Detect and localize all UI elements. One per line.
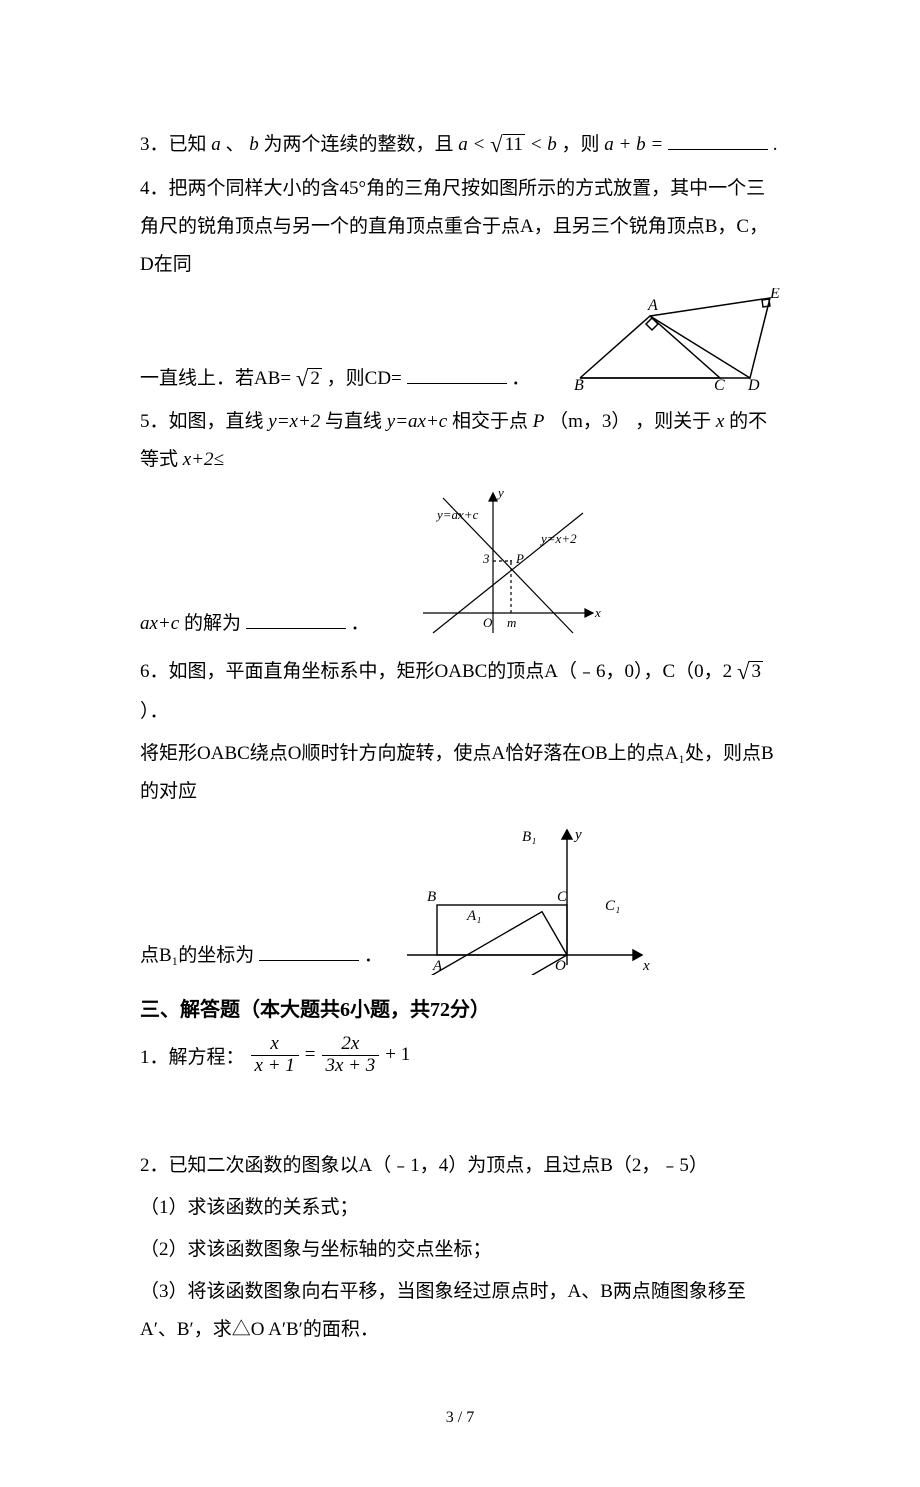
q5-bottom-row: ax+c 的解为 ． y x O m 3 P [140, 483, 780, 643]
p1-prefix: 1．解方程： [140, 1042, 245, 1069]
q4-blank [407, 365, 507, 384]
q3-mid1: 为两个连续的整数，且 [264, 134, 454, 155]
q3-ineq-left: a < [458, 134, 485, 155]
q5-y1: y=x+2 [268, 411, 320, 432]
q5-mid3: ，则关于 [635, 411, 711, 432]
question-5-line1: 5．如图，直线 y=x+2 与直线 y=ax+c 相交于点 P （m，3） ，则… [140, 403, 780, 479]
svg-text:O: O [555, 958, 566, 974]
problem-2-sub3: （3）将该函数图象向右平移，当图象经过原点时，A、B两点随图象移至A′、B′，求… [140, 1273, 780, 1349]
q5-suffix: ． [350, 613, 369, 634]
q6-bottom-row: 点B₁的坐标为 ． A B C O x y A₁ [140, 815, 780, 975]
svg-text:m: m [507, 615, 516, 630]
page-footer: 3 / 7 [140, 1409, 780, 1427]
svg-text:3: 3 [482, 551, 490, 566]
q5-axc: ax+c [140, 613, 179, 634]
svg-text:D: D [747, 377, 760, 390]
q5-pre: 5．如图，直线 [140, 411, 264, 432]
sqrt-11: √11 [490, 120, 525, 166]
svg-text:A: A [432, 958, 443, 974]
q6-post: ）． [140, 701, 169, 722]
exam-page: 3．已知 a 、 b 为两个连续的整数，且 a < √11 < b ，则 a +… [0, 0, 920, 1487]
q3-ineq-right: < b [530, 134, 557, 155]
svg-text:O: O [483, 615, 493, 630]
q3-mid2: ，则 [562, 134, 600, 155]
p1-frac1: x x + 1 [251, 1034, 299, 1077]
spacer [140, 1107, 780, 1147]
svg-text:y: y [496, 485, 504, 500]
svg-text:B: B [427, 889, 436, 905]
problem-2-sub2: （2）求该函数图象与坐标轴的交点坐标； [140, 1231, 780, 1269]
q6-l2: 将矩形OABC绕点O顺时针方向旋转，使点A恰好落在OB上的点A₁处，则点B的对应 [140, 743, 774, 802]
section-3-heading: 三、解答题（本大题共6小题，共72分） [140, 993, 780, 1022]
svg-text:C: C [557, 889, 568, 905]
problem-2-sub1: （1）求该函数的关系式； [140, 1189, 780, 1227]
q6-blank [259, 942, 359, 961]
svg-text:P: P [515, 551, 524, 566]
q5-ineq: x+2≤ [183, 449, 224, 470]
problem-1: 1．解方程： x x + 1 = 2x 3x + 3 + 1 [140, 1034, 780, 1077]
svg-text:C₁: C₁ [605, 898, 620, 914]
svg-text:y: y [573, 827, 582, 843]
p1-eq: = [305, 1044, 316, 1066]
q5-figure: y x O m 3 P y=ax+c y=x+2 [383, 483, 613, 643]
q5-blank [246, 610, 346, 629]
question-6-line1: 6．如图，平面直角坐标系中，矩形OABC的顶点A（﹣6，0），C（0，2 √3 … [140, 647, 780, 731]
q3-sep1: 、 [226, 134, 245, 155]
sqrt-2: √2 [296, 354, 322, 400]
svg-text:A: A [647, 297, 658, 314]
q3-suffix: . [773, 134, 778, 155]
question-3: 3．已知 a 、 b 为两个连续的整数，且 a < √11 < b ，则 a +… [140, 120, 780, 166]
q4-suffix: ． [511, 368, 530, 389]
q4-figure: A B C D E [570, 288, 780, 390]
svg-text:x: x [642, 958, 650, 974]
q4-line2-mid: ，则CD= [327, 368, 402, 389]
q3-blank [668, 131, 768, 150]
svg-text:E: E [769, 288, 780, 302]
q3-var-b: b [249, 134, 259, 155]
q3-prefix: 3．已知 [140, 134, 207, 155]
q5-mid2: 相交于点 [452, 411, 528, 432]
q4-line2-pre: 一直线上．若AB= [140, 368, 291, 389]
svg-text:B: B [574, 377, 584, 390]
p1-plus1: + 1 [385, 1044, 410, 1066]
p1-frac2: 2x 3x + 3 [322, 1034, 380, 1077]
svg-text:x: x [594, 605, 601, 620]
q6-line3-text: 点B₁的坐标为 ． [140, 937, 383, 975]
q5-x: x [716, 411, 724, 432]
svg-text:y=x+2: y=x+2 [539, 531, 577, 546]
q5-mid1: 与直线 [325, 411, 382, 432]
svg-text:y=ax+c: y=ax+c [435, 507, 479, 522]
sqrt-3: √3 [737, 647, 763, 693]
q5-line2-text: ax+c 的解为 ． [140, 605, 369, 643]
problem-2-line1: 2．已知二次函数的图象以A（﹣1，4）为顶点，且过点B（2，﹣5） [140, 1147, 780, 1185]
question-4-line1: 4．把两个同样大小的含45°角的三角尺按如图所示的方式放置，其中一个三角尺的锐角… [140, 170, 780, 284]
svg-text:B₁: B₁ [522, 829, 536, 845]
q3-expr: a + b = [604, 134, 663, 155]
question-6-line2: 将矩形OABC绕点O顺时针方向旋转，使点A恰好落在OB上的点A₁处，则点B的对应 [140, 735, 780, 811]
svg-text:A₁: A₁ [466, 908, 481, 924]
q4-text1: 4．把两个同样大小的含45°角的三角尺按如图所示的方式放置，其中一个三角尺的锐角… [140, 178, 768, 275]
q3-var-a: a [211, 134, 221, 155]
svg-text:C: C [714, 377, 725, 390]
q5-y2: y=ax+c [387, 411, 447, 432]
q6-figure: A B C O x y A₁ B₁ C₁ [397, 815, 657, 975]
q6-l3pre: 点B₁的坐标为 [140, 945, 254, 966]
q5-P: P [533, 411, 545, 432]
q6-suffix: ． [364, 945, 383, 966]
q5-line2-mid: 的解为 [184, 613, 241, 634]
q6-pre: 6．如图，平面直角坐标系中，矩形OABC的顶点A（﹣6，0），C（0，2 [140, 661, 732, 682]
q5-coords: （m，3） [549, 411, 630, 432]
